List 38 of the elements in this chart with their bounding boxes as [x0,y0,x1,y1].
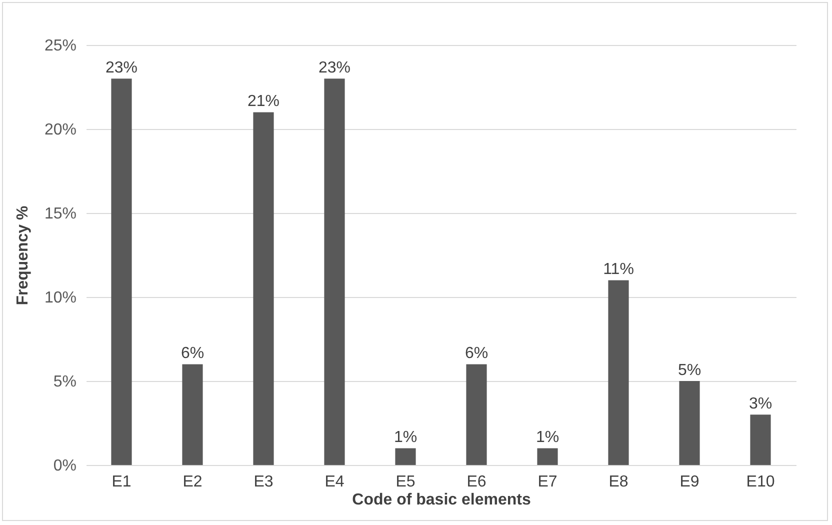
bar [537,448,558,465]
y-axis-title: Frequency % [14,206,32,306]
data-label: 11% [603,261,634,278]
x-tick-label: E5 [396,474,416,490]
x-tick-label: E4 [324,474,344,490]
x-tick-label: E8 [608,474,628,490]
y-tick-label: 25% [44,38,76,54]
x-tick-label: E6 [466,474,486,490]
bar [182,364,203,465]
data-label: 21% [247,93,280,110]
y-tick-label: 15% [44,206,76,222]
y-tick-label: 10% [44,290,76,306]
x-tick-label: E2 [182,474,202,490]
bar [750,414,771,465]
x-tick-label: E3 [254,474,274,490]
data-label: 1% [536,429,560,446]
x-tick-label: E10 [746,474,775,490]
y-tick-label: 0% [53,458,76,474]
bar [324,78,345,465]
x-tick-label: E9 [680,474,700,490]
data-label: 6% [464,345,488,362]
data-label: 23% [105,60,138,77]
data-label: 5% [678,362,702,379]
data-label: 23% [318,60,351,77]
data-label: 6% [180,345,204,362]
x-tick-label: E7 [538,474,558,490]
x-axis-title: Code of basic elements [352,492,531,508]
x-tick-label: E1 [112,474,132,490]
data-label: 1% [394,429,418,446]
bar [253,112,274,465]
bar [608,280,629,465]
y-tick-label: 5% [53,374,76,390]
bar [679,381,700,465]
bar [466,364,487,465]
bar [395,448,416,465]
data-label: 3% [748,396,772,413]
bar [111,78,132,465]
y-tick-label: 20% [44,122,76,138]
